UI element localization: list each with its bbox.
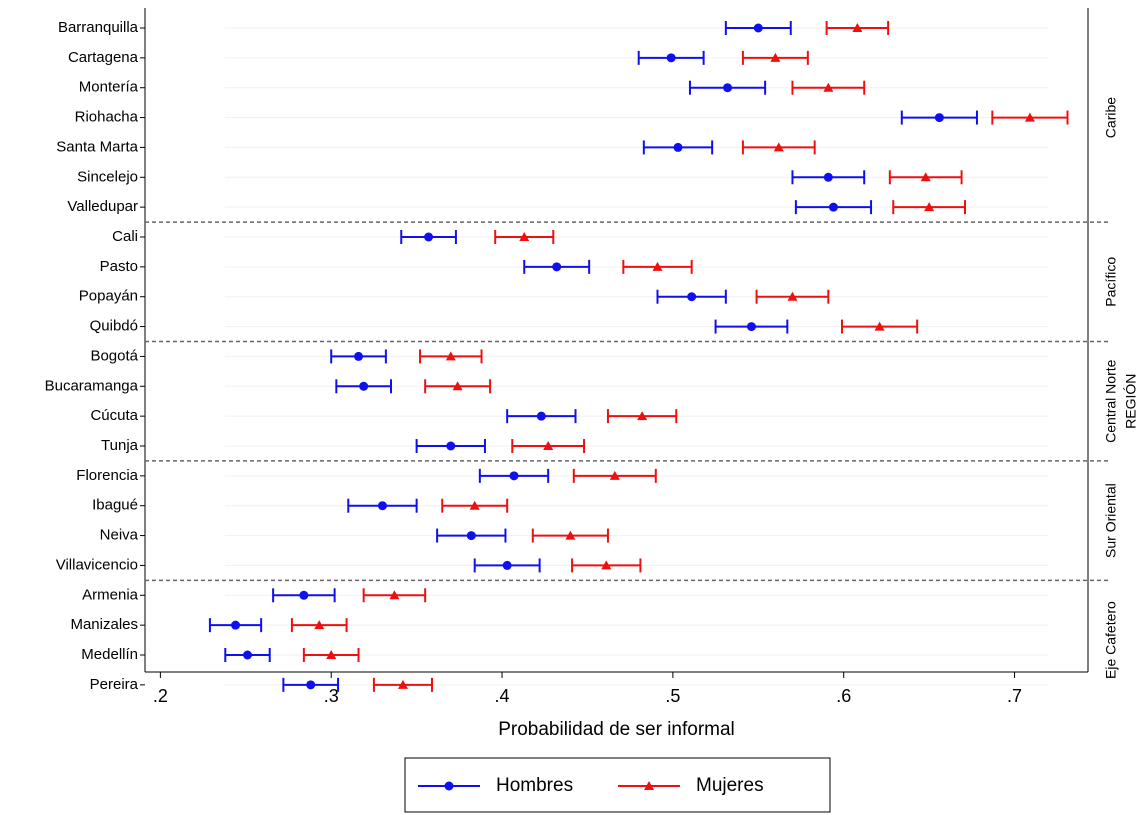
legend-marker xyxy=(444,781,454,791)
y-tick-label: Cúcuta xyxy=(90,407,138,424)
point-marker xyxy=(787,291,798,301)
y-tick-label: Tunja xyxy=(101,437,139,454)
y-tick-label: Bogotá xyxy=(90,347,138,364)
point-marker xyxy=(770,52,781,62)
y-tick-label: Santa Marta xyxy=(56,138,138,155)
x-tick-label: .2 xyxy=(153,686,168,706)
y-tick-label: Pasto xyxy=(100,258,138,275)
point-marker xyxy=(687,292,697,302)
y-tick-label: Barranquilla xyxy=(58,19,139,36)
point-marker xyxy=(673,142,683,152)
point-marker xyxy=(823,82,834,92)
y-tick-label: Montería xyxy=(79,79,139,96)
point-marker xyxy=(377,501,387,511)
point-marker xyxy=(637,411,648,421)
point-marker xyxy=(389,590,400,600)
y-tick-label: Manizales xyxy=(70,616,138,633)
y-tick-label: Neiva xyxy=(100,527,139,544)
point-marker xyxy=(397,679,408,689)
region-label: Central Norte xyxy=(1103,359,1119,442)
point-marker xyxy=(446,441,456,451)
region-label: Caribe xyxy=(1103,97,1119,138)
point-marker xyxy=(509,471,519,481)
group-axis-title: REGIÓN xyxy=(1123,374,1139,429)
point-marker xyxy=(536,411,546,421)
point-marker xyxy=(652,261,663,271)
point-marker xyxy=(852,23,863,32)
point-marker xyxy=(823,172,833,182)
y-tick-label: Quibdó xyxy=(90,318,138,335)
y-tick-label: Pereira xyxy=(90,676,139,693)
point-marker xyxy=(424,232,434,242)
point-marker xyxy=(543,441,554,450)
point-marker xyxy=(466,531,476,541)
point-marker xyxy=(359,381,369,391)
point-marker xyxy=(306,680,316,690)
point-marker xyxy=(934,113,944,123)
x-axis-title: Probabilidad de ser informal xyxy=(498,719,735,740)
y-tick-label: Cartagena xyxy=(68,49,139,66)
y-tick-label: Ibagué xyxy=(92,497,138,514)
y-tick-label: Cali xyxy=(112,228,138,245)
y-tick-label: Medellín xyxy=(81,646,138,663)
point-marker xyxy=(519,232,530,241)
y-tick-label: Florencia xyxy=(76,467,138,484)
point-marker xyxy=(666,53,676,63)
point-marker xyxy=(326,650,337,659)
point-marker xyxy=(469,500,480,510)
x-tick-label: .4 xyxy=(495,686,510,706)
point-marker xyxy=(1024,112,1035,122)
point-marker xyxy=(552,262,562,272)
point-marker xyxy=(314,620,325,630)
point-marker xyxy=(601,560,612,570)
point-marker xyxy=(828,202,838,212)
point-marker xyxy=(874,321,885,331)
point-marker xyxy=(723,83,733,93)
legend-label: Mujeres xyxy=(696,775,764,796)
point-marker xyxy=(609,470,620,480)
y-tick-label: Armenia xyxy=(82,586,139,603)
region-label: Pacífico xyxy=(1103,257,1119,307)
point-marker xyxy=(773,142,784,152)
point-marker xyxy=(502,560,512,570)
legend-marker xyxy=(644,781,654,790)
point-marker xyxy=(231,620,241,630)
point-marker xyxy=(746,322,756,332)
legend-box xyxy=(404,757,831,813)
point-marker xyxy=(354,351,364,361)
point-marker xyxy=(445,351,456,361)
y-tick-label: Villavicencio xyxy=(56,556,138,573)
legend-label: Hombres xyxy=(496,775,573,796)
y-tick-label: Bucaramanga xyxy=(45,377,139,394)
point-marker xyxy=(452,381,463,391)
x-tick-label: .5 xyxy=(665,686,680,706)
x-tick-label: .7 xyxy=(1007,686,1022,706)
region-label: Sur Oriental xyxy=(1103,483,1119,558)
y-tick-label: Sincelejo xyxy=(77,168,138,185)
x-tick-label: .6 xyxy=(836,686,851,706)
x-tick-label: .3 xyxy=(324,686,339,706)
y-tick-label: Riohacha xyxy=(75,109,139,126)
point-marker xyxy=(243,650,252,660)
y-tick-label: Popayán xyxy=(79,288,138,305)
point-marker xyxy=(753,23,763,33)
point-marker xyxy=(299,590,309,600)
point-marker xyxy=(920,172,931,182)
point-marker xyxy=(565,530,576,540)
region-label: Eje Cafetero xyxy=(1103,601,1119,679)
y-tick-label: Valledupar xyxy=(67,198,138,215)
point-marker xyxy=(924,202,935,212)
